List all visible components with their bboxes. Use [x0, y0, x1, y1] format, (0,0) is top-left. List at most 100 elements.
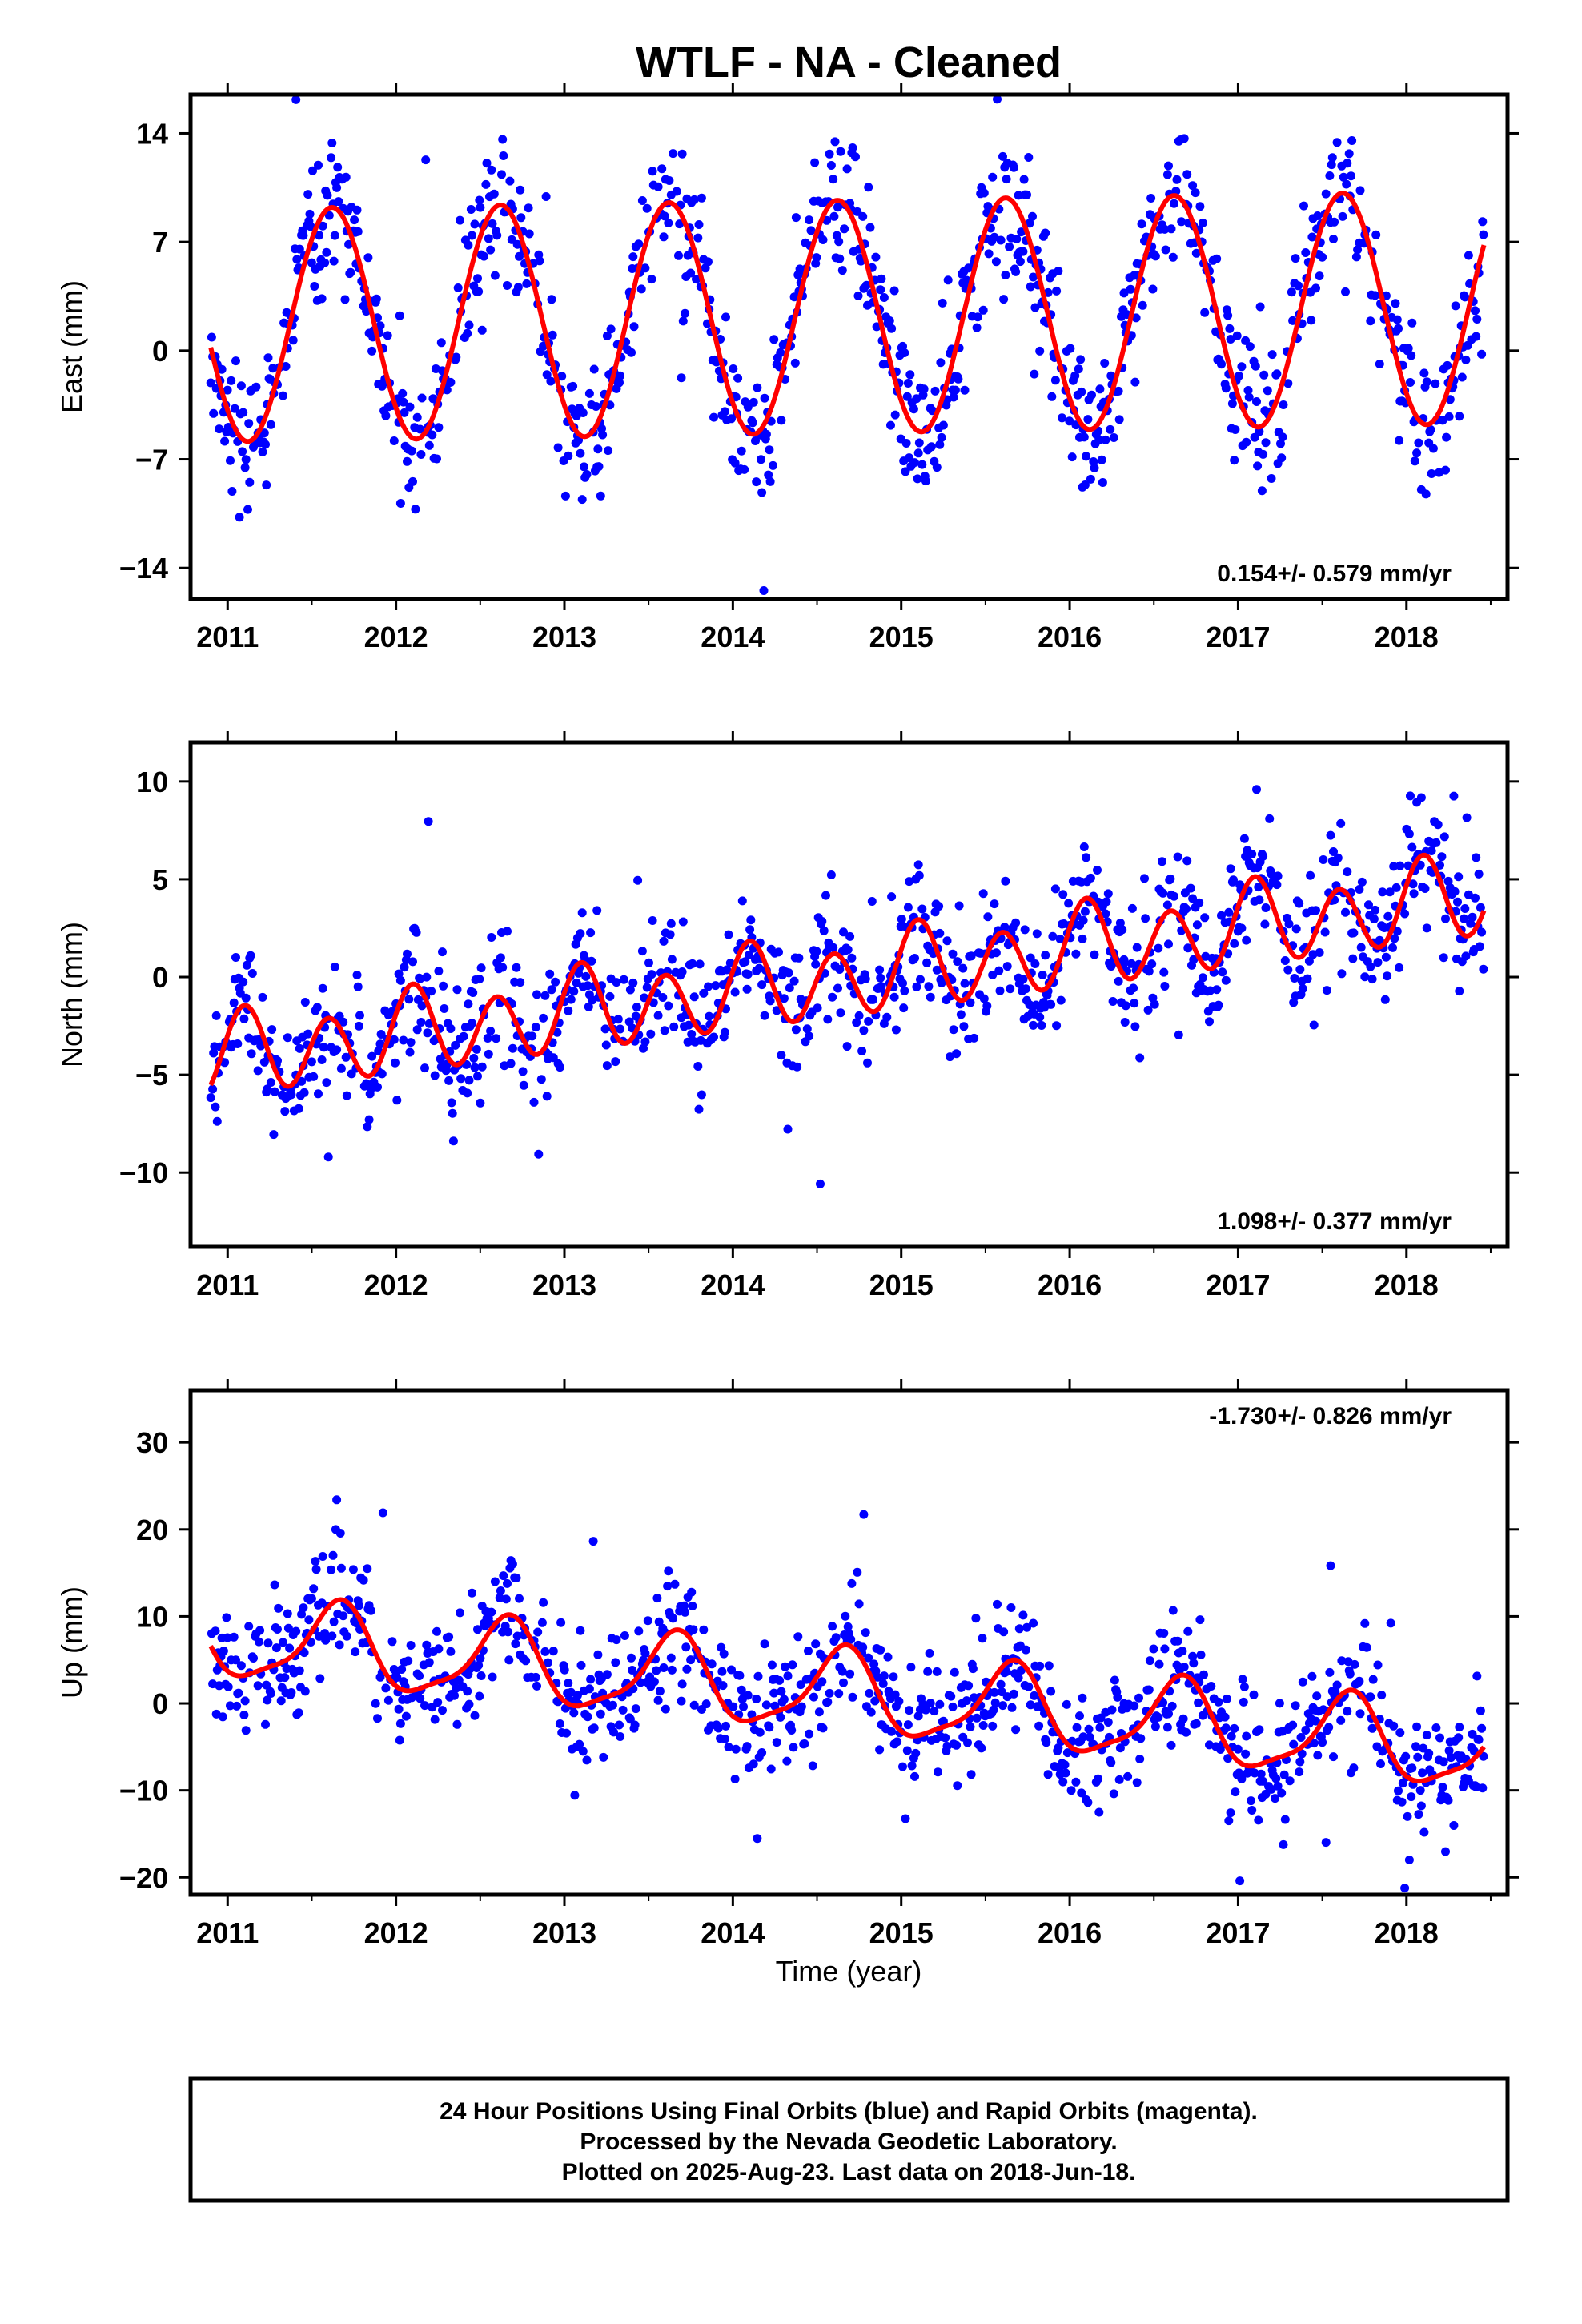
data-point	[1255, 302, 1265, 312]
data-point	[1126, 959, 1136, 968]
x-tick-label: 2015	[869, 1916, 934, 1949]
data-point	[1143, 1005, 1153, 1015]
data-point	[988, 1721, 998, 1731]
data-point	[779, 1695, 789, 1704]
data-point	[1355, 1709, 1365, 1719]
data-point	[897, 915, 906, 924]
data-point	[1006, 1603, 1016, 1612]
data-point	[1364, 900, 1373, 910]
data-point	[306, 222, 315, 231]
data-point	[576, 1660, 586, 1670]
data-point	[241, 1726, 251, 1735]
data-point	[383, 1695, 393, 1705]
data-point	[1261, 903, 1271, 912]
data-point	[1173, 852, 1182, 862]
data-point	[1471, 306, 1480, 316]
data-point	[769, 460, 777, 470]
data-point	[1011, 1725, 1021, 1735]
data-point	[1232, 331, 1242, 340]
data-point	[1461, 355, 1471, 364]
north-fit-line	[208, 852, 1487, 1089]
data-point	[863, 1058, 872, 1068]
data-point	[440, 1004, 449, 1013]
data-point	[864, 1653, 873, 1663]
x-tick-label: 2013	[532, 621, 596, 653]
data-point	[1391, 299, 1400, 308]
data-point	[1220, 1712, 1230, 1722]
data-point	[711, 981, 721, 991]
data-point	[354, 1021, 363, 1031]
data-point	[1450, 887, 1460, 896]
data-point	[829, 175, 838, 184]
data-point	[1164, 1709, 1173, 1719]
data-point	[453, 283, 463, 292]
data-point	[936, 358, 946, 368]
data-point	[753, 1671, 763, 1681]
data-point	[480, 251, 488, 261]
data-point	[757, 1748, 767, 1757]
data-point	[906, 1663, 916, 1672]
data-point	[281, 362, 291, 371]
data-point	[765, 996, 775, 1006]
data-point	[1158, 857, 1166, 866]
data-point	[689, 195, 699, 204]
data-point	[1084, 1724, 1094, 1734]
data-point	[898, 1762, 907, 1771]
data-point	[475, 975, 484, 984]
data-point	[899, 1003, 909, 1013]
data-point	[1273, 871, 1283, 881]
data-point	[548, 1647, 558, 1656]
data-point	[424, 1658, 434, 1667]
data-point	[742, 1742, 752, 1751]
data-point	[1038, 971, 1047, 979]
data-point	[1077, 1788, 1086, 1798]
data-point	[519, 1080, 528, 1090]
data-point	[1082, 853, 1091, 862]
data-point	[244, 1622, 254, 1631]
data-point	[1311, 906, 1320, 915]
data-point	[1442, 432, 1452, 442]
data-point	[611, 1658, 620, 1667]
y-tick-label: 0	[152, 335, 168, 368]
data-point	[1394, 324, 1403, 333]
data-point	[438, 947, 447, 957]
data-point	[1366, 316, 1375, 326]
data-point	[1254, 1815, 1263, 1825]
data-point	[1183, 943, 1193, 953]
data-point	[1315, 948, 1324, 957]
data-point	[1385, 887, 1395, 897]
data-point	[1404, 1856, 1414, 1864]
data-point	[555, 1063, 564, 1072]
data-point	[829, 211, 839, 221]
data-point	[1030, 369, 1039, 379]
data-point	[1252, 397, 1261, 406]
data-point	[1291, 1701, 1300, 1711]
data-point	[1130, 1022, 1140, 1031]
data-point	[374, 1047, 383, 1056]
data-point	[381, 1683, 391, 1693]
data-point	[208, 1084, 218, 1094]
data-point	[1403, 1811, 1412, 1821]
data-point	[630, 1720, 640, 1730]
data-point	[1455, 987, 1464, 996]
data-point	[1421, 489, 1431, 499]
data-point	[327, 139, 337, 147]
data-point	[294, 1104, 303, 1113]
data-point	[745, 925, 755, 935]
data-point	[1367, 1723, 1377, 1733]
data-point	[258, 992, 267, 1002]
data-point	[946, 1691, 956, 1701]
data-point	[721, 1721, 730, 1731]
data-point	[657, 164, 667, 174]
data-point	[764, 470, 773, 480]
data-point	[339, 1017, 348, 1027]
data-point	[1462, 813, 1472, 822]
data-point	[403, 949, 412, 959]
data-point	[230, 404, 239, 413]
data-point	[765, 445, 774, 455]
data-point	[1287, 287, 1296, 297]
data-point	[1298, 1677, 1307, 1687]
data-point	[1196, 1650, 1206, 1659]
data-point	[261, 440, 270, 449]
data-point	[653, 1695, 663, 1705]
